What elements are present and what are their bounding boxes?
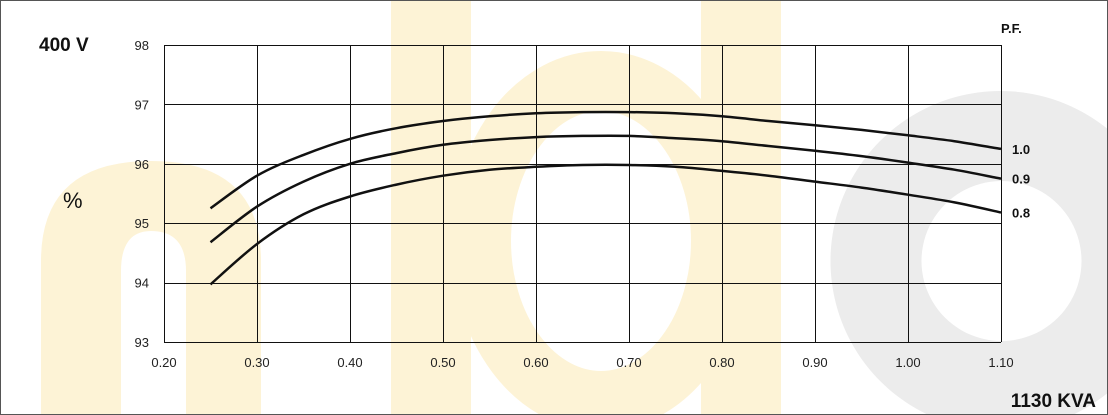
legend-entry-pf-0.9: 0.9 xyxy=(1012,172,1030,187)
x-tick-label: 0.80 xyxy=(709,355,734,370)
x-tick-label: 0.50 xyxy=(430,355,455,370)
y-tick-label: 93 xyxy=(135,335,149,350)
x-tick-label: 0.70 xyxy=(616,355,641,370)
legend-entry-pf-1.0: 1.0 xyxy=(1012,142,1030,157)
series-lines xyxy=(209,110,1002,286)
watermark-letter-o xyxy=(830,91,1107,414)
legend-title: P.F. xyxy=(1001,21,1022,36)
watermark-letter-n xyxy=(41,161,261,414)
x-axis-ticks: 0.20 0.30 0.40 0.50 0.60 0.70 0.80 0.90 1.00 1.10 xyxy=(151,355,1013,370)
x-tick-label: 0.20 xyxy=(151,355,176,370)
series-line-pf-0.9 xyxy=(209,134,1002,244)
y-tick-label: 96 xyxy=(135,157,149,172)
x-tick-label: 0.40 xyxy=(337,355,362,370)
y-tick-label: 98 xyxy=(135,38,149,53)
y-axis-label: % xyxy=(63,188,83,213)
y-tick-label: 94 xyxy=(135,276,149,291)
x-tick-label: 0.90 xyxy=(802,355,827,370)
x-tick-label: 0.60 xyxy=(523,355,548,370)
x-axis-label: 1130 KVA xyxy=(1011,391,1096,412)
legend-entries: 1.0 0.9 0.8 xyxy=(1012,142,1030,221)
series-line-pf-0.8 xyxy=(209,163,1002,286)
voltage-label: 400 V xyxy=(39,35,89,56)
x-tick-label: 0.30 xyxy=(244,355,269,370)
y-axis-ticks: 93 94 95 96 97 98 xyxy=(135,38,149,350)
legend-entry-pf-0.8: 0.8 xyxy=(1012,206,1030,221)
x-tick-label: 1.00 xyxy=(895,355,920,370)
watermark-letter-d-bowl xyxy=(451,51,751,414)
watermark-logo xyxy=(41,1,1107,414)
x-tick-label: 1.10 xyxy=(988,355,1013,370)
y-tick-label: 95 xyxy=(135,216,149,231)
series-line-pf-1.0 xyxy=(209,110,1002,210)
y-tick-label: 97 xyxy=(135,97,149,112)
